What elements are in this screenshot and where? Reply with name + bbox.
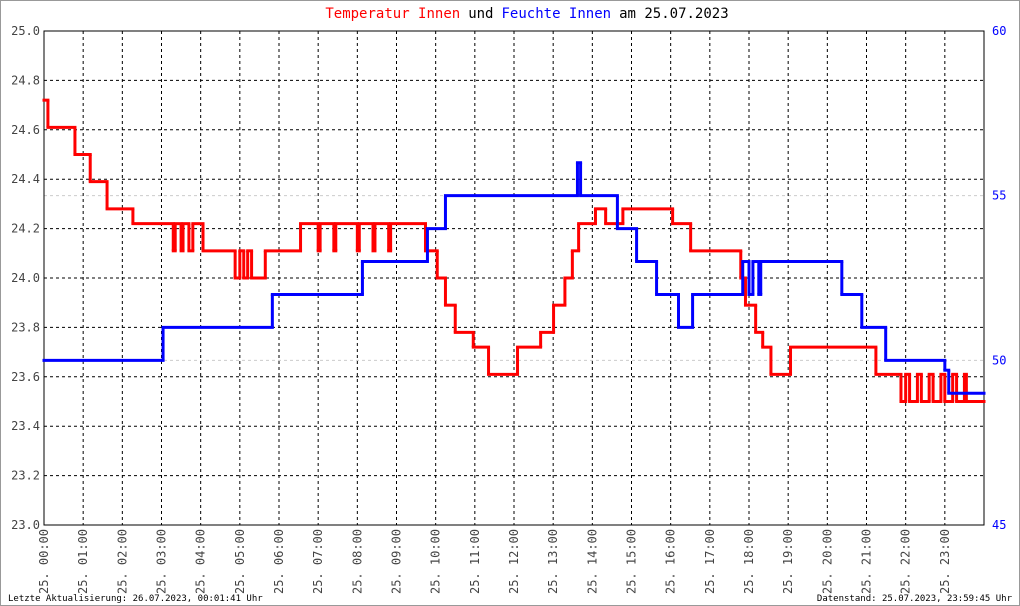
title-part: und (468, 6, 493, 22)
series (42, 98, 986, 403)
x-tick-label: 25. 17:00 (703, 529, 717, 594)
x-tick-label: 25. 08:00 (350, 529, 364, 594)
x-tick-label: 25. 13:00 (546, 529, 560, 594)
y2-tick-label: 50 (992, 353, 1006, 367)
y-tick-label: 23.8 (11, 320, 40, 334)
y2-tick-label: 45 (992, 518, 1006, 532)
x-tick-label: 25. 20:00 (820, 529, 834, 594)
series (42, 161, 986, 395)
note: Datenstand: 25.07.2023, 23:59:45 Uhr (817, 594, 1013, 604)
x-tick-label: 25. 06:00 (272, 529, 286, 594)
y-tick-label: 24.6 (11, 123, 40, 137)
x-tick-label: 25. 09:00 (390, 529, 404, 594)
x-tick-label: 25. 04:00 (194, 529, 208, 594)
x-tick-label: 25. 12:00 (507, 529, 521, 594)
y2-tick-label: 55 (992, 189, 1006, 203)
x-tick-label: 25. 14:00 (585, 529, 599, 594)
x-tick-label: 25. 19:00 (781, 529, 795, 594)
y-tick-label: 24.8 (11, 73, 40, 87)
title-part: am 25.07.2023 (619, 6, 729, 22)
chart-title: Temperatur Innen und Feuchte Innen am 25.07… (325, 6, 728, 22)
y-tick-label: 24.0 (11, 271, 40, 285)
y-tick-label: 24.2 (11, 222, 40, 236)
x-tick-label: 25. 07:00 (311, 529, 325, 594)
y-tick-label: 23.4 (11, 419, 40, 433)
x-tick-label: 25. 01:00 (76, 529, 90, 594)
plot-frame (43, 30, 985, 526)
x-tick-label: 25. 15:00 (625, 529, 639, 594)
note: Letzte Aktualisierung: 26.07.2023, 00:01… (8, 594, 263, 604)
x-tick-label: 25. 18:00 (742, 529, 756, 594)
x-tick-label: 25. 21:00 (860, 529, 874, 594)
y-tick-label: 24.4 (11, 172, 40, 186)
y-tick-label: 23.6 (11, 370, 40, 384)
x-tick-label: 25. 11:00 (468, 529, 482, 594)
x-tick-label: 25. 02:00 (115, 529, 129, 594)
x-tick-label: 25. 00:00 (37, 529, 51, 594)
x-tick-label: 25. 23:00 (938, 529, 952, 594)
y-tick-label: 25.0 (11, 24, 40, 38)
x-tick-label: 25. 05:00 (233, 529, 247, 594)
title-part: Feuchte Innen (502, 6, 612, 22)
y2-tick-label: 60 (992, 24, 1006, 38)
title-part: Temperatur Innen (325, 6, 460, 22)
y-tick-label: 23.2 (11, 469, 40, 483)
x-tick-label: 25. 10:00 (429, 529, 443, 594)
y-tick-label: 23.0 (11, 518, 40, 532)
x-tick-label: 25. 03:00 (155, 529, 169, 594)
x-tick-label: 25. 16:00 (664, 529, 678, 594)
x-tick-label: 25. 22:00 (899, 529, 913, 594)
